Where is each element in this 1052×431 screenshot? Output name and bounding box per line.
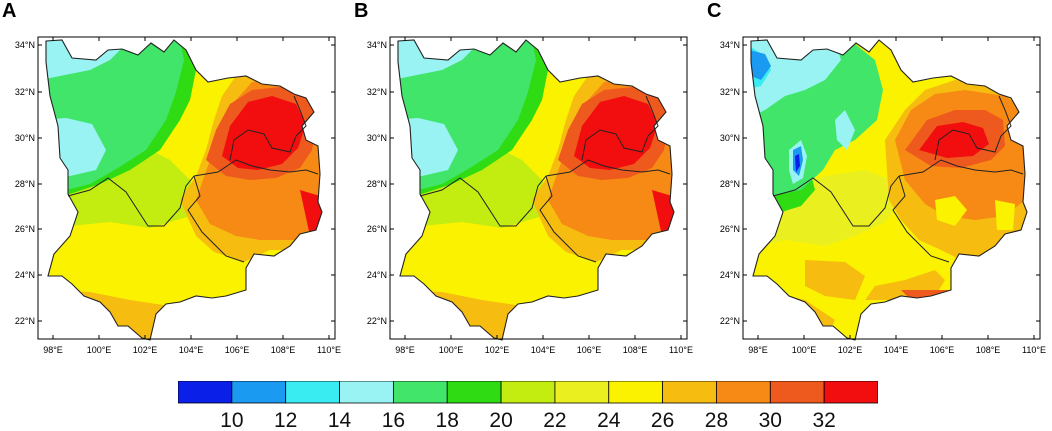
lon-label-c-1: 100°E xyxy=(792,345,817,355)
lat-label-a-6: 22°N xyxy=(15,316,35,326)
colorbar-swatch-2 xyxy=(285,381,340,404)
panel-letter-c: C xyxy=(707,0,722,22)
lon-label-a-1: 100°E xyxy=(87,345,112,355)
lat-label-c-4: 26°N xyxy=(720,224,740,234)
panel-letter-a: A xyxy=(2,0,17,22)
panel-c: C 34°N 32°N 30°N 28°N 26°N 24°N 22°N 98°E 100°E 1… xyxy=(705,0,1046,370)
lat-label-a-1: 32°N xyxy=(15,87,35,97)
lat-label-a-5: 24°N xyxy=(15,270,35,280)
lat-label-c-0: 34°N xyxy=(720,40,740,50)
lon-label-c-5: 108°E xyxy=(976,345,1001,355)
map-a: 34°N 32°N 30°N 28°N 26°N 24°N 22°N 98°E 100°E 102… xyxy=(15,36,341,355)
colorbar-tick-0: 10 xyxy=(220,409,243,431)
colorbar-swatch-3 xyxy=(339,381,394,404)
province-border-c-3 xyxy=(934,95,1012,161)
map-frame-c xyxy=(742,36,1041,340)
lon-label-c-4: 106°E xyxy=(930,345,955,355)
lat-label-b-5: 24°N xyxy=(367,270,387,280)
region-outline-b xyxy=(397,39,675,341)
colorbar-tick-2: 14 xyxy=(328,409,352,431)
lat-label-c-1: 32°N xyxy=(720,87,740,97)
province-border-b-3 xyxy=(581,95,659,161)
province-border-c-0 xyxy=(772,175,900,227)
province-border-c-2 xyxy=(892,175,950,263)
lat-label-b-1: 32°N xyxy=(367,87,387,97)
lon-label-b-5: 108°E xyxy=(623,345,648,355)
colorbar-tick-9: 28 xyxy=(705,409,728,431)
colorbar-tick-11: 32 xyxy=(812,409,835,431)
lon-label-a-0: 98°E xyxy=(43,345,63,355)
lat-label-a-3: 28°N xyxy=(15,179,35,189)
lon-label-c-2: 102°E xyxy=(838,345,863,355)
lon-label-a-5: 108°E xyxy=(271,345,296,355)
map-b: 34°N 32°N 30°N 28°N 26°N 24°N 22°N 98°E 100°E 102… xyxy=(367,36,693,355)
colorbar-swatch-1 xyxy=(231,381,287,404)
colorbar-swatch-0 xyxy=(178,381,233,404)
region-outline-a xyxy=(45,39,323,341)
province-border-a-0 xyxy=(67,175,195,227)
colorbar-tick-7: 24 xyxy=(597,409,621,431)
panel-a: A 34°N 32°N 30°N 28°N 26°N 24°N 22°N 98°E 100°E 1… xyxy=(0,0,341,370)
colorbar-tick-10: 30 xyxy=(759,409,782,431)
province-border-a-1 xyxy=(193,159,319,177)
colorbar: 10 12 14 16 18 20 22 24 26 28 30 32 xyxy=(178,381,878,431)
map-frame-b xyxy=(389,36,688,340)
colorbar-tick-6: 22 xyxy=(543,409,566,431)
lat-label-c-2: 30°N xyxy=(720,133,740,143)
colorbar-tick-3: 16 xyxy=(382,409,405,431)
colorbar-swatch-9 xyxy=(662,381,717,404)
temperature-field-c xyxy=(751,40,1027,340)
lon-label-a-3: 104°E xyxy=(179,345,204,355)
lat-label-b-3: 28°N xyxy=(367,179,387,189)
map-frame-a xyxy=(37,36,336,340)
colorbar-tick-4: 18 xyxy=(436,409,459,431)
lon-label-b-0: 98°E xyxy=(395,345,415,355)
colorbar-swatch-6 xyxy=(500,381,556,404)
lon-label-b-1: 100°E xyxy=(439,345,464,355)
lon-label-c-3: 104°E xyxy=(884,345,909,355)
lon-label-b-4: 106°E xyxy=(577,345,602,355)
lat-label-c-3: 28°N xyxy=(720,179,740,189)
colorbar-tick-1: 12 xyxy=(274,409,297,431)
colorbar-swatch-11 xyxy=(769,381,825,404)
lon-label-c-0: 98°E xyxy=(748,345,768,355)
lat-label-b-0: 34°N xyxy=(367,40,387,50)
colorbar-swatch-4 xyxy=(392,381,448,404)
colorbar-swatch-7 xyxy=(554,381,610,404)
temperature-field-b xyxy=(398,40,674,340)
colorbar-tick-8: 26 xyxy=(651,409,674,431)
lat-label-c-6: 22°N xyxy=(720,316,740,326)
lat-label-b-2: 30°N xyxy=(367,133,387,143)
lat-label-b-4: 26°N xyxy=(367,224,387,234)
lon-label-b-6: 110°E xyxy=(669,345,693,355)
province-border-b-0 xyxy=(419,175,547,227)
province-border-b-2 xyxy=(539,175,597,263)
province-border-a-3 xyxy=(229,95,307,161)
lon-label-b-2: 102°E xyxy=(485,345,510,355)
temperature-field-a xyxy=(46,40,322,340)
map-c: 34°N 32°N 30°N 28°N 26°N 24°N 22°N 98°E 100°E 102… xyxy=(720,36,1046,355)
province-border-b-1 xyxy=(545,159,671,177)
panel-b: B 34°N 32°N 30°N 28°N 26°N 24°N 22°N 98°E 100°E 1… xyxy=(352,0,693,370)
colorbar-swatch-12 xyxy=(823,381,878,404)
lon-label-a-4: 106°E xyxy=(225,345,250,355)
panel-letter-b: B xyxy=(354,0,369,22)
province-border-a-2 xyxy=(187,175,245,263)
colorbar-swatch-10 xyxy=(716,381,771,404)
colorbar-tick-5: 20 xyxy=(489,409,512,431)
region-outline-c xyxy=(750,39,1028,341)
lat-label-a-2: 30°N xyxy=(15,133,35,143)
lon-label-c-6: 110°E xyxy=(1022,345,1046,355)
province-border-c-1 xyxy=(898,159,1024,177)
lon-label-b-3: 104°E xyxy=(531,345,556,355)
colorbar-swatch-5 xyxy=(446,381,502,404)
lat-label-a-0: 34°N xyxy=(15,40,35,50)
lon-label-a-2: 102°E xyxy=(133,345,158,355)
lat-label-a-4: 26°N xyxy=(15,224,35,234)
lat-label-b-6: 22°N xyxy=(367,316,387,326)
lon-label-a-6: 110°E xyxy=(317,345,341,355)
colorbar-swatch-8 xyxy=(608,381,664,404)
lat-label-c-5: 24°N xyxy=(720,270,740,280)
